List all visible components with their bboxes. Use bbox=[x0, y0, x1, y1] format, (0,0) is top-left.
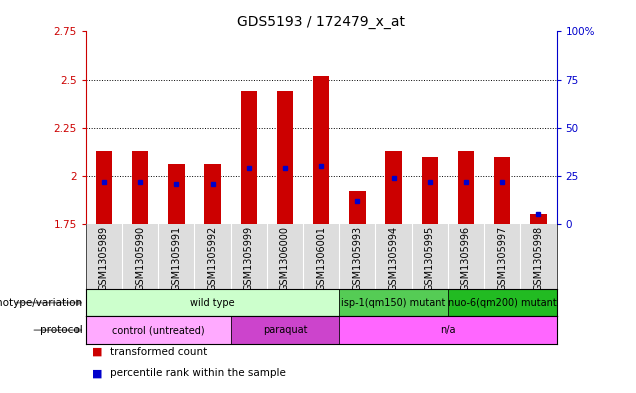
Text: GSM1305998: GSM1305998 bbox=[534, 226, 543, 291]
Text: control (untreated): control (untreated) bbox=[112, 325, 205, 335]
Text: paraquat: paraquat bbox=[263, 325, 307, 335]
Bar bbox=[448, 289, 556, 316]
Text: GSM1305997: GSM1305997 bbox=[497, 226, 507, 291]
Bar bbox=[494, 156, 510, 224]
Bar bbox=[204, 164, 221, 224]
Text: isp-1(qm150) mutant: isp-1(qm150) mutant bbox=[342, 298, 446, 308]
Bar bbox=[458, 151, 474, 224]
Text: n/a: n/a bbox=[440, 325, 455, 335]
Bar bbox=[168, 164, 184, 224]
Text: protocol: protocol bbox=[40, 325, 83, 335]
Bar bbox=[422, 156, 438, 224]
Text: GSM1305990: GSM1305990 bbox=[135, 226, 145, 291]
Bar bbox=[349, 191, 366, 224]
Bar bbox=[240, 91, 257, 224]
Text: genotype/variation: genotype/variation bbox=[0, 298, 83, 308]
Text: GSM1306001: GSM1306001 bbox=[316, 226, 326, 291]
Text: ■: ■ bbox=[92, 368, 103, 378]
Text: GSM1305999: GSM1305999 bbox=[244, 226, 254, 291]
Text: GSM1305995: GSM1305995 bbox=[425, 226, 435, 291]
Text: wild type: wild type bbox=[190, 298, 235, 308]
Bar bbox=[86, 316, 231, 344]
Bar bbox=[385, 151, 402, 224]
Bar bbox=[277, 91, 293, 224]
Bar bbox=[96, 151, 112, 224]
Text: GSM1305993: GSM1305993 bbox=[352, 226, 363, 291]
Title: GDS5193 / 172479_x_at: GDS5193 / 172479_x_at bbox=[237, 15, 405, 29]
Bar bbox=[231, 316, 339, 344]
Text: GSM1305996: GSM1305996 bbox=[461, 226, 471, 291]
Text: percentile rank within the sample: percentile rank within the sample bbox=[110, 368, 286, 378]
Bar bbox=[339, 289, 448, 316]
Bar bbox=[86, 289, 339, 316]
Text: nuo-6(qm200) mutant: nuo-6(qm200) mutant bbox=[448, 298, 556, 308]
Bar bbox=[530, 214, 546, 224]
Bar bbox=[339, 316, 556, 344]
Text: GSM1305992: GSM1305992 bbox=[207, 226, 218, 291]
Bar bbox=[313, 76, 329, 224]
Text: GSM1306000: GSM1306000 bbox=[280, 226, 290, 291]
Text: transformed count: transformed count bbox=[110, 347, 207, 357]
Text: GSM1305994: GSM1305994 bbox=[389, 226, 399, 291]
Text: GSM1305989: GSM1305989 bbox=[99, 226, 109, 291]
Bar bbox=[132, 151, 148, 224]
Text: ■: ■ bbox=[92, 347, 103, 357]
Text: GSM1305991: GSM1305991 bbox=[171, 226, 181, 291]
